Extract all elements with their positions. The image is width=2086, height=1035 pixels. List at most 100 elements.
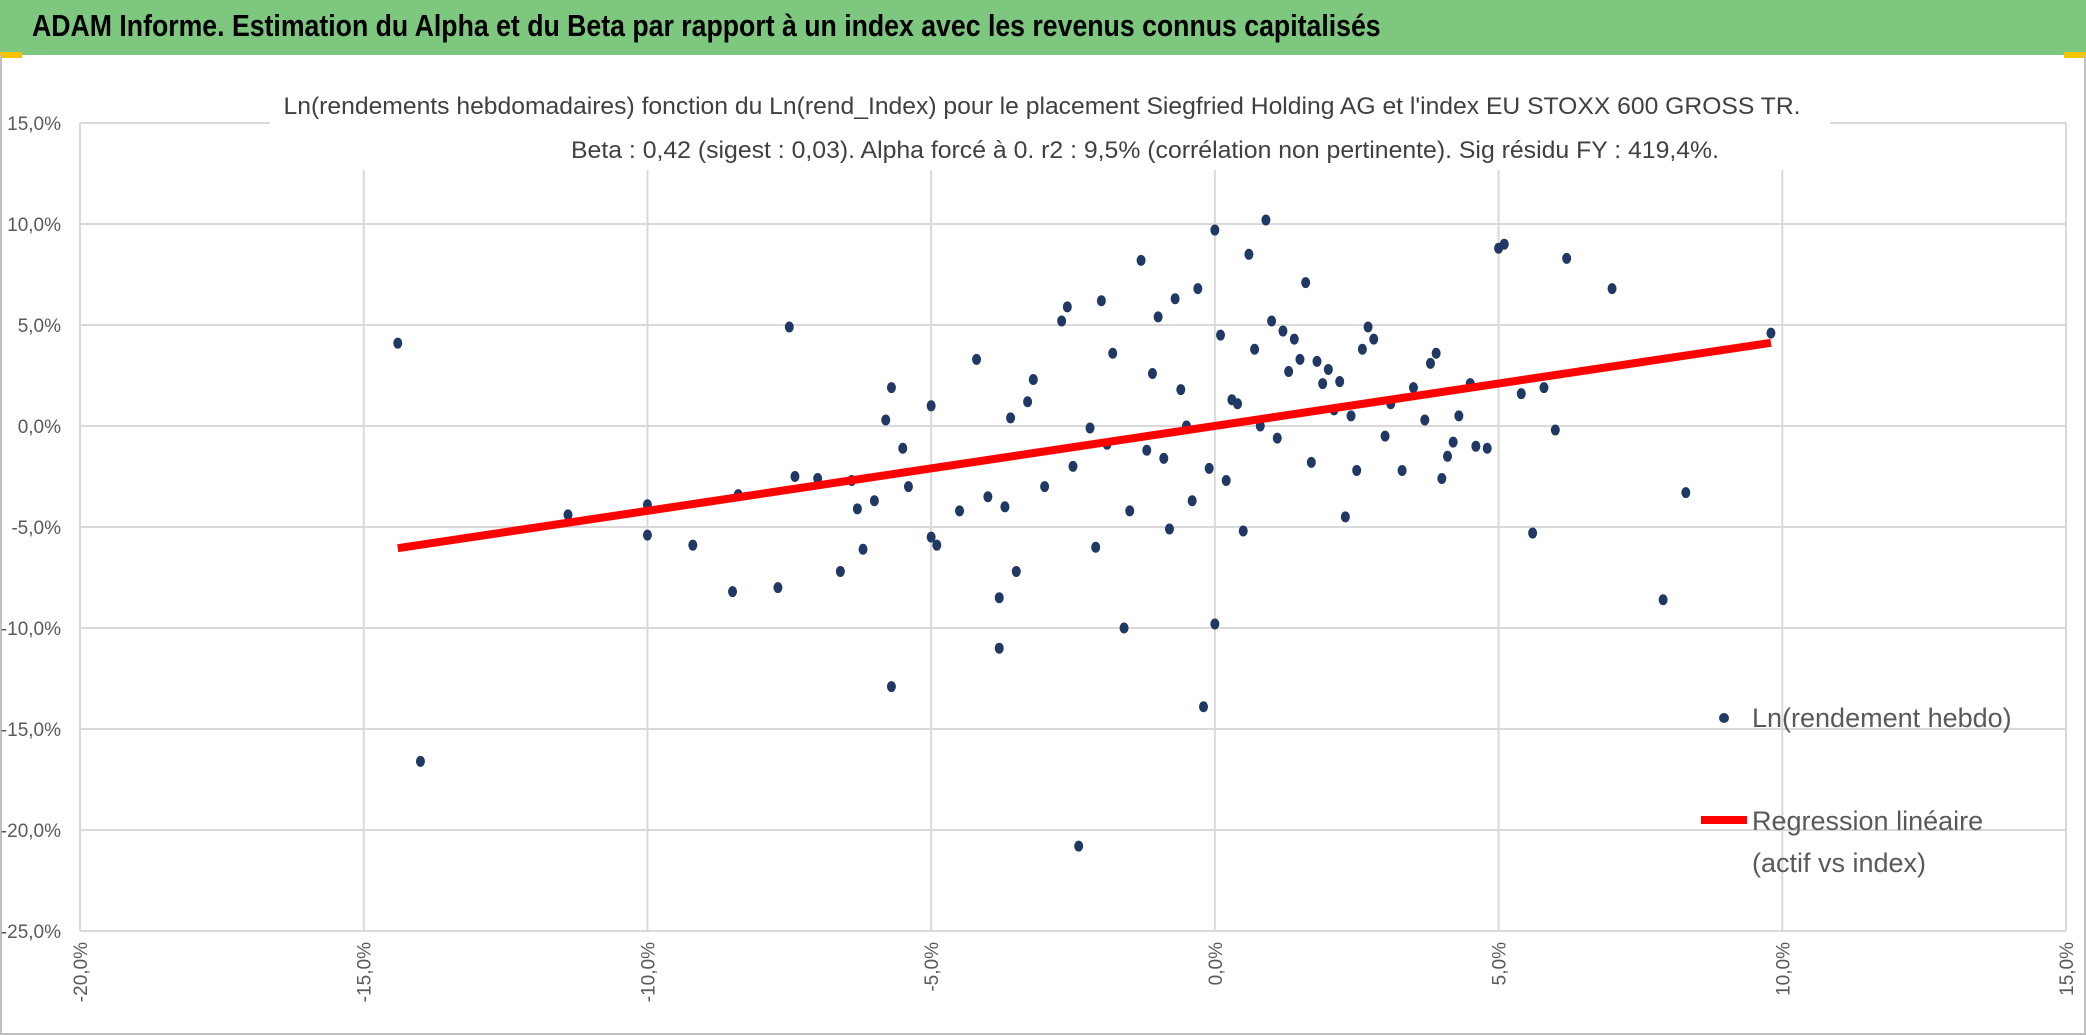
data-point: [1516, 388, 1526, 400]
data-point: [1244, 248, 1254, 260]
data-point: [1267, 315, 1277, 327]
data-point: [881, 414, 891, 426]
data-point: [1193, 283, 1203, 295]
data-point: [1766, 327, 1776, 339]
data-point: [858, 543, 868, 555]
data-point: [932, 539, 942, 551]
data-point: [1425, 357, 1435, 369]
data-point: [1335, 376, 1345, 388]
data-point: [1278, 325, 1288, 337]
data-point: [983, 491, 993, 503]
data-point: [393, 337, 403, 349]
y-tick-label: -5,0%: [11, 518, 61, 539]
x-tick-label: -10,0%: [638, 942, 659, 1002]
title-background: [270, 88, 1830, 170]
data-point: [1528, 527, 1538, 539]
data-point: [994, 642, 1004, 654]
data-point: [1471, 440, 1481, 452]
data-point: [1119, 622, 1129, 634]
legend-scatter-label: Ln(rendement hebdo): [1752, 703, 2012, 733]
legend-regression-label-1: Regression linéaire: [1752, 806, 1983, 836]
y-tick-label: 15,0%: [7, 114, 61, 135]
data-point: [790, 471, 800, 482]
data-point: [1210, 224, 1220, 236]
data-point: [1170, 293, 1180, 305]
data-point: [1091, 541, 1101, 553]
data-point: [1562, 252, 1572, 264]
x-tick-label: 0,0%: [1206, 942, 1227, 985]
data-point: [903, 481, 913, 493]
x-tick-label: 5,0%: [1490, 942, 1511, 985]
data-point: [415, 755, 425, 767]
data-point: [1085, 422, 1095, 434]
data-point: [1096, 295, 1106, 307]
data-point: [886, 681, 896, 693]
data-point: [1312, 355, 1322, 367]
y-tick-label: -10,0%: [1, 619, 61, 640]
data-point: [1539, 382, 1549, 394]
data-point: [972, 353, 982, 365]
data-point: [852, 503, 862, 515]
y-tick-label: -15,0%: [1, 720, 61, 741]
data-point: [1284, 365, 1294, 377]
data-point: [1023, 396, 1033, 408]
data-point: [1448, 436, 1458, 448]
data-point: [1550, 424, 1560, 436]
data-point: [1142, 444, 1152, 456]
data-point: [1306, 456, 1316, 468]
y-tick-label: 0,0%: [18, 417, 61, 438]
data-point: [1159, 452, 1169, 464]
data-point: [886, 382, 896, 394]
chart-frame: [0, 55, 2086, 1035]
y-axis-tick-labels: 15,0% 10,0% 5,0% 0,0% -5,0% -10,0% -15,0% -20,0…: [1, 114, 61, 943]
data-point: [1147, 367, 1157, 379]
data-point: [1420, 414, 1430, 426]
report-banner: ADAM Informe. Estimation du Alpha et du …: [0, 0, 2086, 55]
data-point: [1000, 501, 1010, 513]
data-point: [869, 495, 879, 507]
data-point: [1006, 412, 1016, 424]
legend-scatter-marker: [1719, 713, 1729, 723]
data-point: [1068, 460, 1078, 472]
data-point: [688, 539, 698, 551]
data-point: [1340, 511, 1350, 523]
data-point: [1454, 410, 1464, 422]
data-point: [1295, 353, 1305, 365]
data-point: [1125, 505, 1135, 517]
data-point: [563, 509, 573, 521]
y-tick-label: 10,0%: [7, 215, 61, 236]
x-tick-label: -20,0%: [71, 942, 92, 1002]
data-point: [1482, 442, 1492, 454]
legend: Ln(rendement hebdo) Regression linéaire …: [1701, 703, 2012, 878]
data-point: [784, 321, 794, 333]
report-title: ADAM Informe. Estimation du Alpha et du …: [32, 8, 1381, 43]
data-point: [1199, 701, 1209, 713]
legend-regression-label-2: (actif vs index): [1752, 848, 1926, 878]
data-point: [1289, 333, 1299, 345]
data-point: [1040, 481, 1050, 493]
data-point: [1369, 333, 1379, 345]
data-point: [1357, 343, 1367, 355]
y-tick-label: 5,0%: [18, 316, 61, 337]
data-point: [773, 582, 783, 594]
data-point: [1363, 321, 1373, 333]
chart-title-line-2: Beta : 0,42 (sigest : 0,03). Alpha forcé…: [571, 137, 1719, 164]
data-point: [1499, 238, 1509, 250]
data-point: [1352, 464, 1362, 476]
x-tick-label: 10,0%: [1773, 942, 1794, 996]
data-point: [1272, 432, 1282, 444]
data-point: [1437, 473, 1447, 485]
data-point: [926, 531, 936, 543]
data-point: [1176, 384, 1186, 396]
data-point: [1062, 301, 1072, 313]
chart-title-line-1: Ln(rendements hebdomadaires) fonction du…: [284, 93, 1801, 120]
data-point: [1216, 329, 1226, 341]
data-point: [1431, 347, 1441, 359]
data-point: [1380, 430, 1390, 442]
regression-line: [397, 338, 1772, 553]
data-point: [1346, 410, 1356, 422]
data-point: [1397, 464, 1407, 476]
data-point: [1074, 840, 1084, 852]
data-point: [898, 442, 908, 454]
data-point: [1136, 254, 1146, 266]
